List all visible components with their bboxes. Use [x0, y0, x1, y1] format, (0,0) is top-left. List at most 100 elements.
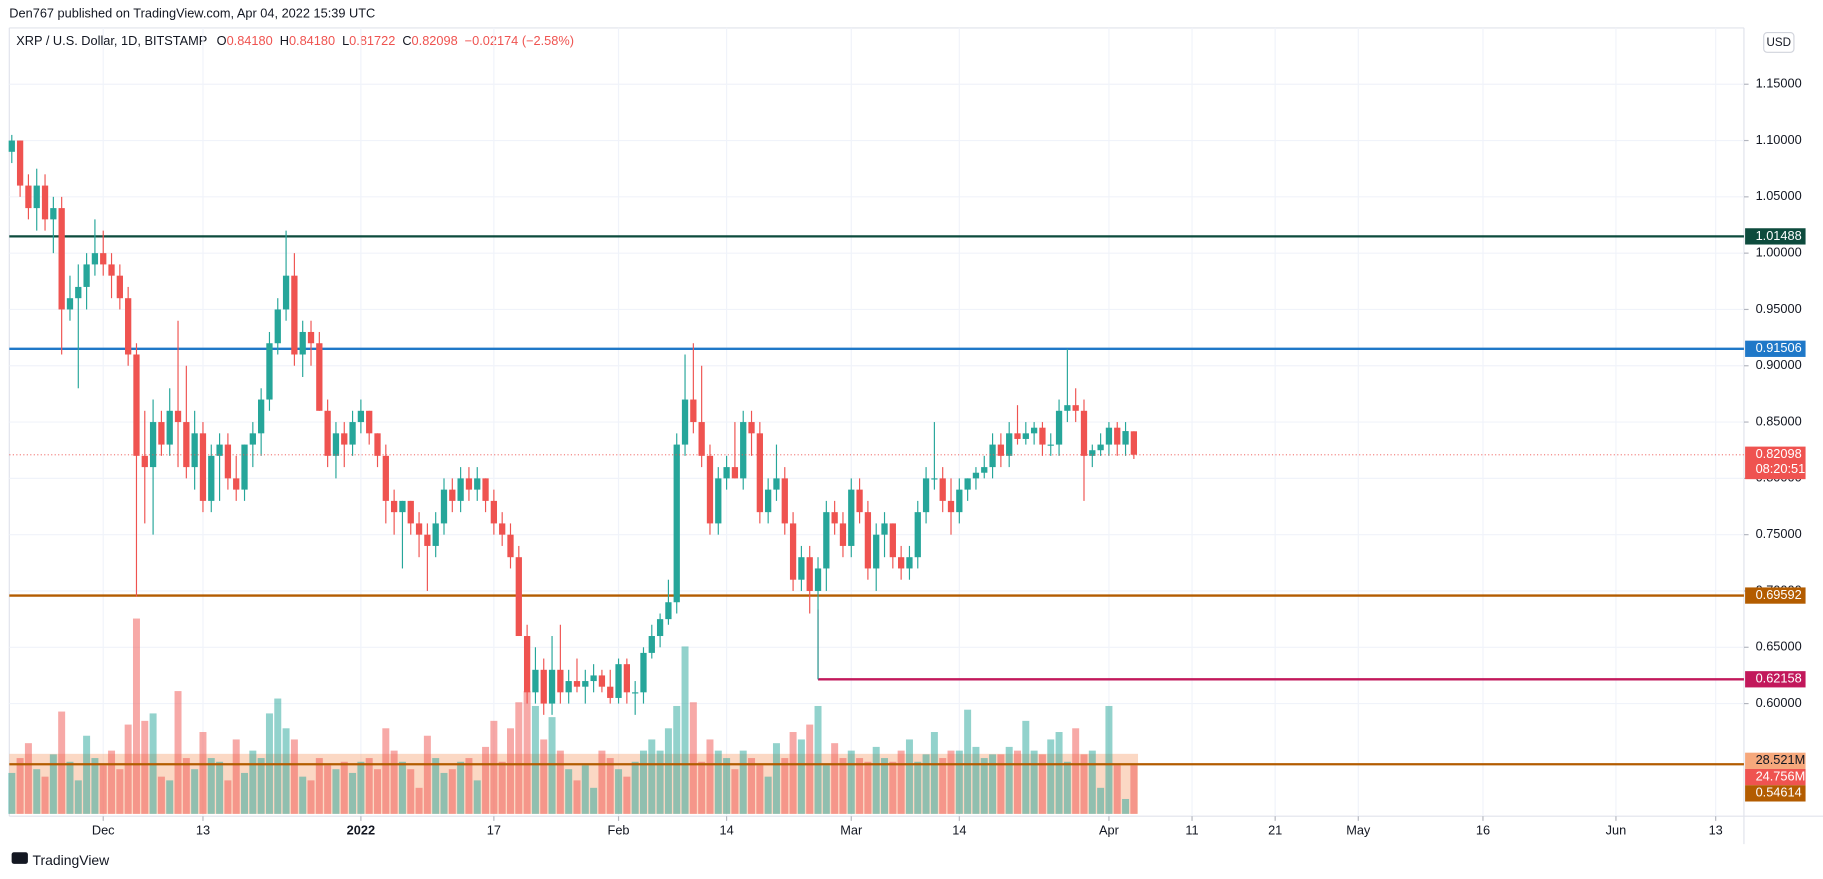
volume-bar	[872, 746, 880, 814]
candle-body	[357, 410, 365, 423]
footer-brand: TradingView	[33, 852, 111, 868]
volume-bar	[349, 772, 357, 814]
volume-bar	[939, 758, 947, 814]
level-label: 0.62158	[1756, 671, 1802, 686]
volume-bar	[673, 705, 681, 814]
candle-body	[673, 444, 680, 603]
candle-body	[282, 275, 290, 310]
x-tick-label: Dec	[92, 823, 115, 838]
volume-bar	[74, 780, 82, 814]
volume-bar	[232, 739, 240, 814]
volume-bar	[781, 758, 789, 814]
volume-bar	[299, 776, 307, 814]
candle-body	[823, 512, 830, 569]
x-tick-label: 16	[1476, 823, 1490, 838]
currency-button[interactable]	[1763, 31, 1795, 53]
candle-body	[291, 275, 298, 355]
volume-bar	[922, 754, 930, 814]
volume-bar	[465, 758, 473, 814]
candle-body	[898, 557, 905, 569]
volume-bar	[482, 746, 490, 814]
candle-body	[299, 331, 306, 355]
volume-bar	[831, 743, 839, 814]
volume-bar	[224, 780, 232, 814]
volume-bar	[731, 769, 739, 814]
volume-bar	[33, 769, 41, 814]
candle-body	[864, 512, 872, 569]
volume-bar	[182, 758, 190, 814]
legend-key: H	[280, 33, 289, 48]
candle-body	[873, 534, 880, 569]
candle-body	[856, 489, 863, 513]
volume-bar	[1088, 750, 1096, 814]
candle-body	[374, 433, 381, 456]
volume-bar	[307, 780, 315, 814]
candle-body	[590, 675, 597, 682]
volume-bar	[1063, 761, 1071, 814]
volume-bar	[623, 776, 631, 814]
volume-bar	[523, 691, 531, 814]
volume-bar	[1080, 754, 1088, 814]
candle-body	[690, 399, 697, 423]
candle-body	[133, 354, 140, 456]
candle-body	[390, 500, 398, 513]
candle-body	[116, 275, 123, 299]
volume-label: 24.756M	[1756, 768, 1806, 783]
volume-bar	[789, 732, 797, 814]
x-tick-label: 17	[487, 823, 501, 838]
volume-bar	[91, 758, 99, 814]
volume-bar	[191, 769, 199, 814]
y-tick-label: 0.75000	[1756, 526, 1802, 541]
candle-body	[914, 512, 921, 558]
volume-bar	[457, 761, 465, 814]
legend-key: L	[342, 33, 349, 48]
candle-body	[415, 523, 423, 535]
candle-body	[656, 619, 664, 637]
volume-bar	[556, 750, 564, 814]
candle-body	[1072, 405, 1079, 411]
volume-bar	[390, 750, 398, 814]
candle-body	[997, 444, 1005, 456]
volume-bar	[897, 750, 905, 814]
candle-body	[1022, 433, 1029, 439]
candle-body	[91, 253, 99, 265]
candle-body	[8, 140, 15, 152]
volume-bar	[881, 758, 889, 814]
candle-body	[582, 681, 589, 687]
volume-bar	[930, 732, 938, 814]
volume-bar	[1072, 728, 1080, 814]
y-tick-label: 0.95000	[1756, 301, 1802, 316]
candle-body	[523, 636, 531, 693]
candle-body	[789, 523, 797, 580]
volume-bar	[257, 758, 265, 814]
y-tick-label: 1.05000	[1756, 188, 1802, 203]
currency[interactable]: USD	[1767, 36, 1792, 49]
candle-body	[75, 286, 82, 299]
legend-value: 0.82098	[412, 33, 458, 48]
volume-bar	[1105, 705, 1113, 814]
volume-bar	[498, 761, 506, 814]
volume-bar	[548, 717, 556, 814]
legend-value: 0.81722	[349, 33, 395, 48]
candle-body	[141, 455, 148, 468]
candle-body	[665, 602, 672, 620]
volume-bar	[772, 743, 780, 814]
volume-bar	[980, 758, 988, 814]
candle-body	[241, 444, 248, 490]
candle-body	[50, 208, 57, 220]
candle-body	[922, 478, 930, 513]
level-label-bg	[1745, 340, 1806, 357]
volume-bar	[681, 646, 689, 814]
candle-body	[25, 185, 32, 209]
volume-bar	[581, 765, 589, 814]
volume-bar	[565, 769, 573, 814]
candle-body	[1130, 431, 1138, 455]
candle-body	[41, 185, 49, 220]
candle-body	[573, 681, 581, 687]
candle-body	[83, 264, 90, 287]
candle-body	[723, 467, 730, 479]
candle-body	[640, 652, 647, 693]
volume-bar	[573, 780, 581, 814]
volume-bar	[1030, 750, 1038, 814]
